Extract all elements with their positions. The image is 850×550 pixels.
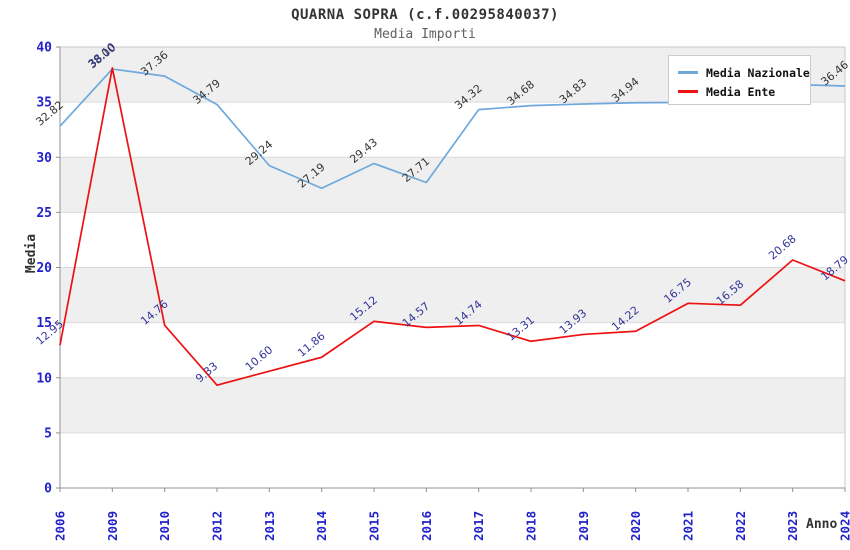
legend-label-media-nazionale: Media Nazionale	[706, 65, 810, 80]
x-tick-label: 2022	[733, 511, 748, 541]
chart-legend: Media Nazionale Media Ente	[668, 55, 811, 105]
legend-item-media-nazionale: Media Nazionale	[678, 63, 810, 82]
x-tick-label: 2010	[157, 511, 172, 541]
y-tick-label: 40	[36, 41, 52, 56]
band	[60, 157, 845, 213]
series-line-media-ente	[59, 67, 846, 386]
data-label: 11.86	[295, 329, 327, 359]
y-tick-label: 30	[36, 151, 52, 166]
x-tick-label: 2015	[367, 511, 382, 541]
data-label: 20.68	[766, 232, 798, 262]
x-tick-label: 2016	[419, 511, 434, 541]
x-tick-labels: 2006 2009 2010 2012 2013 2014 2015 2016 2017 2018…	[53, 488, 850, 541]
y-axis-title: Media	[24, 233, 40, 274]
y-tick-labels: 0 5 10 15 20 25 30 35 40	[36, 41, 60, 497]
chart-subtitle: Media Importi	[374, 27, 476, 42]
x-tick-label: 2012	[210, 511, 225, 541]
chart-title: QUARNA SOPRA (c.f.00295840037)	[291, 7, 559, 23]
x-tick-label: 2020	[628, 511, 643, 541]
x-tick-label: 2023	[785, 511, 800, 541]
data-label: 10.60	[243, 343, 275, 373]
x-tick-label: 2013	[262, 511, 277, 541]
media-nazionale-line-swatch	[678, 71, 698, 74]
y-tick-label: 20	[36, 261, 52, 276]
y-tick-label: 25	[36, 206, 52, 221]
x-axis-title: Anno	[806, 517, 838, 532]
x-tick-label: 2024	[838, 511, 850, 541]
x-tick-label: 2017	[471, 511, 486, 541]
y-tick-label: 15	[36, 316, 52, 331]
y-tick-label: 35	[36, 96, 52, 111]
legend-label-media-ente: Media Ente	[706, 84, 776, 99]
x-tick-label: 2014	[314, 511, 329, 541]
x-tick-label: 2018	[524, 511, 539, 541]
x-tick-label: 2009	[105, 511, 120, 541]
x-tick-label: 2006	[53, 511, 68, 541]
x-tick-label: 2021	[681, 511, 696, 541]
band	[60, 267, 845, 323]
y-tick-label: 10	[36, 371, 52, 386]
y-tick-label: 0	[44, 482, 52, 497]
plot-bands	[60, 47, 845, 433]
media-ente-line-swatch	[678, 90, 698, 93]
band	[60, 377, 845, 433]
x-tick-label: 2019	[576, 511, 591, 541]
y-tick-label: 5	[44, 426, 52, 441]
legend-item-media-ente: Media Ente	[678, 82, 810, 101]
